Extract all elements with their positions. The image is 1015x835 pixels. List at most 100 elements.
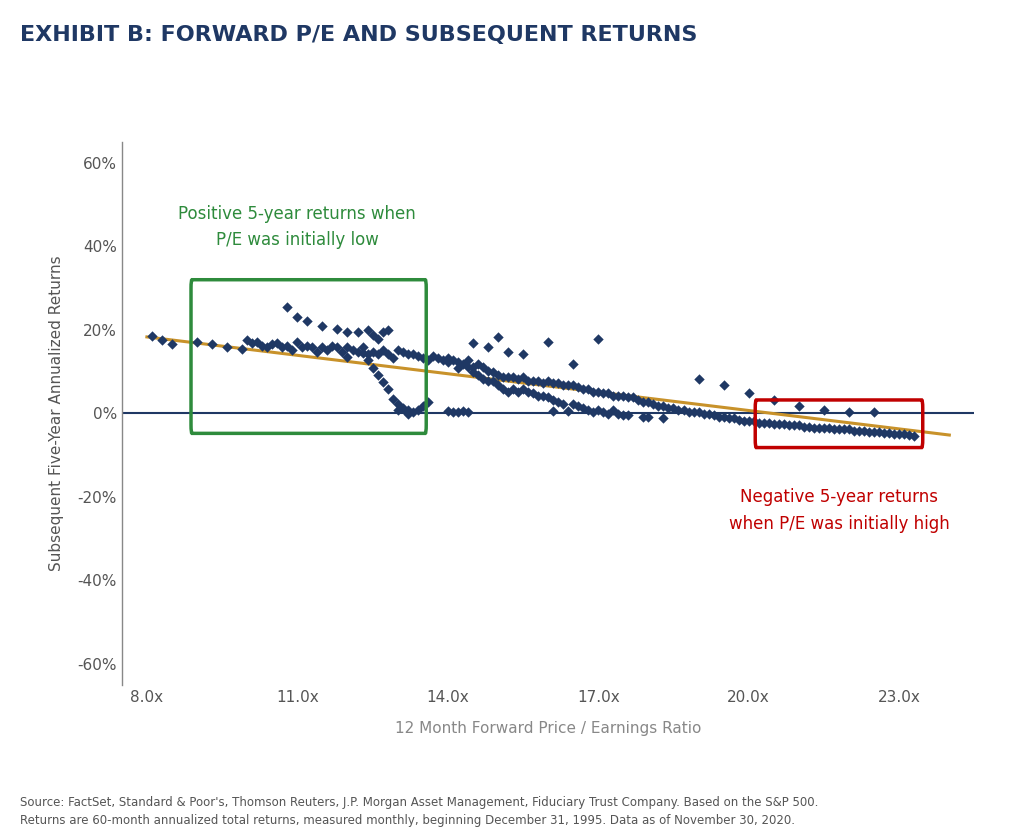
Point (480, 374, 496, 387)
Point (545, 393, 561, 407)
Point (499, 385, 516, 398)
Point (480, 364, 496, 377)
Point (610, 389, 626, 402)
Point (630, 393, 647, 407)
Point (385, 392, 401, 405)
Point (656, 399, 672, 412)
Point (439, 404, 456, 418)
Point (560, 378, 577, 392)
Point (746, 414, 762, 428)
Point (741, 387, 757, 400)
Point (690, 372, 706, 386)
Point (315, 319, 331, 332)
Point (364, 328, 381, 342)
Point (690, 406, 706, 419)
Point (455, 404, 471, 418)
Point (786, 418, 802, 432)
Point (504, 382, 521, 396)
Point (515, 370, 531, 383)
Point (460, 360, 476, 373)
Point (234, 342, 251, 356)
Point (700, 407, 717, 421)
Point (770, 417, 787, 431)
Point (555, 397, 571, 411)
Point (380, 323, 396, 337)
Point (716, 410, 732, 423)
Point (334, 345, 350, 358)
Point (525, 374, 541, 387)
Point (410, 349, 426, 362)
Point (605, 389, 621, 402)
Point (414, 352, 430, 365)
Point (590, 385, 606, 398)
Point (646, 397, 662, 411)
Point (515, 382, 531, 396)
Point (806, 421, 822, 434)
Point (375, 375, 391, 388)
Point (499, 345, 516, 358)
Point (595, 387, 611, 400)
Point (499, 370, 516, 383)
Point (269, 337, 285, 350)
Point (359, 353, 376, 367)
Point (495, 370, 512, 383)
Point (375, 343, 391, 357)
Point (666, 402, 682, 415)
Point (625, 391, 641, 404)
Point (545, 404, 561, 418)
Point (294, 341, 311, 354)
Point (465, 366, 481, 379)
Point (450, 406, 466, 419)
Point (840, 406, 857, 419)
Point (380, 347, 396, 361)
Point (615, 389, 631, 402)
Point (585, 385, 601, 398)
Point (595, 406, 611, 419)
Point (590, 403, 606, 417)
Point (680, 406, 696, 419)
Point (751, 416, 767, 429)
Point (816, 403, 832, 417)
Point (289, 335, 306, 348)
Point (259, 341, 275, 354)
Y-axis label: Subsequent Five-Year Annualized Returns: Subsequent Five-Year Annualized Returns (49, 256, 64, 571)
Point (450, 362, 466, 375)
Point (410, 403, 426, 417)
Point (279, 300, 295, 313)
Point (315, 341, 331, 354)
X-axis label: 12 Month Forward Price / Earnings Ratio: 12 Month Forward Price / Earnings Ratio (395, 721, 701, 736)
Point (540, 335, 556, 348)
Point (661, 402, 677, 415)
Point (390, 397, 406, 411)
Point (796, 420, 812, 433)
Point (364, 362, 381, 375)
Point (600, 387, 616, 400)
Point (424, 349, 441, 362)
Point (845, 424, 862, 438)
Point (354, 346, 370, 359)
Point (600, 407, 616, 421)
Point (504, 370, 521, 383)
Point (460, 406, 476, 419)
Point (439, 356, 456, 369)
Point (450, 356, 466, 369)
Point (856, 424, 872, 438)
Point (219, 340, 235, 353)
Point (144, 329, 160, 342)
Point (550, 395, 566, 408)
Point (576, 382, 592, 396)
Point (244, 337, 260, 350)
Point (826, 423, 842, 436)
Point (520, 385, 536, 398)
Point (791, 418, 807, 432)
Point (510, 372, 526, 386)
Point (434, 353, 451, 367)
Point (540, 374, 556, 387)
Point (565, 397, 582, 411)
Point (460, 353, 476, 367)
Point (831, 423, 848, 436)
Point (470, 357, 486, 371)
Point (906, 429, 923, 443)
Point (419, 395, 435, 408)
Point (439, 352, 456, 365)
